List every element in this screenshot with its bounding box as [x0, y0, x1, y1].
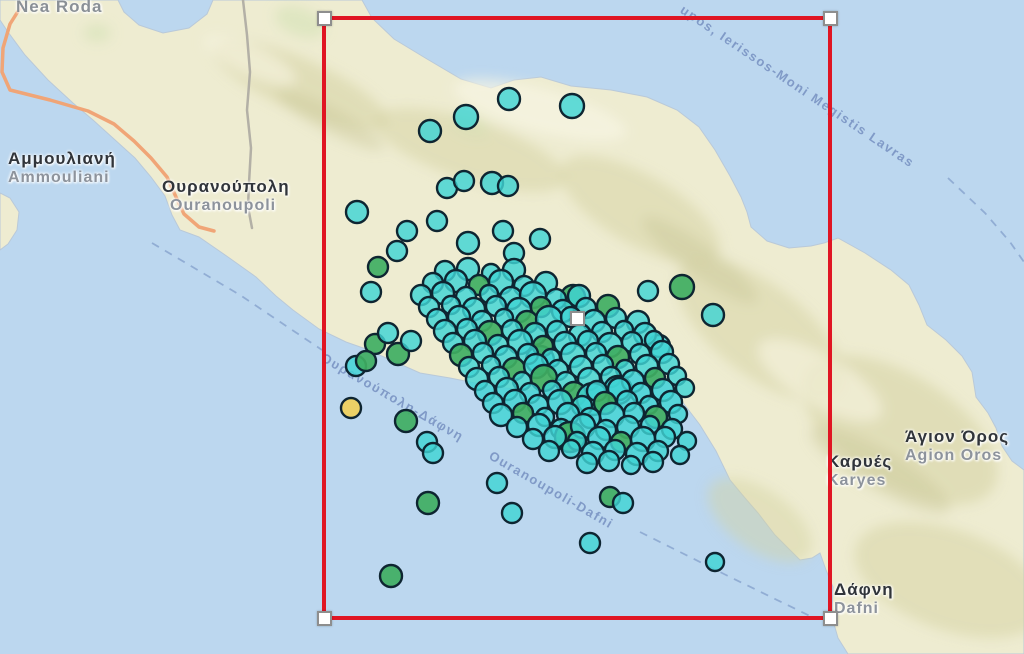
earthquake-marker[interactable] — [425, 209, 449, 233]
earthquake-marker[interactable] — [378, 563, 404, 589]
selection-handle-se[interactable] — [822, 610, 838, 626]
inland-road — [241, 0, 254, 230]
earthquake-marker[interactable] — [578, 531, 602, 555]
earthquake-marker[interactable] — [560, 438, 582, 460]
place-name-latin: Karyes — [827, 471, 887, 489]
earthquake-marker[interactable] — [366, 255, 390, 279]
earthquake-marker[interactable] — [668, 273, 696, 301]
earthquake-marker[interactable] — [455, 230, 481, 256]
earthquake-marker[interactable] — [485, 471, 509, 495]
earthquake-marker[interactable] — [537, 439, 561, 463]
place-label-nea-roda: Nea Roda — [16, 0, 102, 16]
place-name: Nea Roda — [16, 0, 103, 16]
place-name-greek: Άγιον Όρος — [905, 427, 1010, 446]
earthquake-marker[interactable] — [620, 454, 642, 476]
earthquake-marker[interactable] — [611, 491, 635, 515]
selection-handle-ne[interactable] — [822, 10, 838, 26]
earthquake-marker[interactable] — [636, 279, 660, 303]
place-label-agion-oros: Άγιον Όρος Agion Oros — [905, 428, 1009, 465]
selection-rectangle[interactable] — [322, 16, 832, 620]
place-name-latin: Agion Oros — [905, 446, 1003, 464]
earthquake-marker[interactable] — [597, 449, 621, 473]
earthquake-marker[interactable] — [415, 490, 441, 516]
place-name-latin: Ammouliani — [8, 168, 110, 186]
earthquake-marker[interactable] — [491, 219, 515, 243]
earthquake-marker[interactable] — [558, 92, 586, 120]
earthquake-marker[interactable] — [452, 103, 480, 131]
earthquake-marker[interactable] — [359, 280, 383, 304]
selection-handle-sw[interactable] — [316, 610, 332, 626]
selection-handle-center[interactable] — [569, 310, 585, 326]
earthquake-marker[interactable] — [399, 329, 423, 353]
earthquake-marker[interactable] — [641, 450, 665, 474]
earthquake-marker[interactable] — [669, 444, 691, 466]
coastal-road — [0, 3, 216, 233]
place-name-latin: Dafni — [834, 599, 879, 617]
selection-handle-nw[interactable] — [316, 10, 332, 26]
earthquake-marker[interactable] — [674, 377, 696, 399]
place-name-latin: Ouranoupoli — [170, 196, 277, 214]
earthquake-marker[interactable] — [496, 174, 520, 198]
earthquake-marker[interactable] — [575, 451, 599, 475]
earthquake-marker[interactable] — [339, 396, 363, 420]
earthquake-marker[interactable] — [393, 408, 419, 434]
earthquake-marker[interactable] — [385, 239, 409, 263]
earthquake-marker[interactable] — [421, 441, 445, 465]
earthquake-marker[interactable] — [500, 501, 524, 525]
earthquake-marker[interactable] — [528, 227, 552, 251]
earthquake-marker[interactable] — [417, 118, 443, 144]
place-name-greek: Αμμουλιανή — [8, 149, 116, 168]
earthquake-marker[interactable] — [496, 86, 522, 112]
place-name-greek: Καρυές — [827, 452, 893, 471]
earthquake-marker[interactable] — [395, 219, 419, 243]
earthquake-marker[interactable] — [452, 169, 476, 193]
place-label-karyes: Καρυές Karyes — [827, 453, 892, 490]
earthquake-marker[interactable] — [704, 551, 726, 573]
landmass-ammouliani-island — [0, 192, 20, 251]
earthquake-marker[interactable] — [344, 199, 370, 225]
place-label-dafni: Δάφνη Dafni — [834, 581, 894, 618]
place-name-greek: Δάφνη — [834, 580, 894, 599]
earthquake-marker[interactable] — [376, 321, 400, 345]
place-label-ammouliani: Αμμουλιανή Ammouliani — [8, 150, 116, 187]
earthquake-marker[interactable] — [354, 349, 378, 373]
earthquake-marker[interactable] — [700, 302, 726, 328]
place-name-greek: Ουρανούπολη — [162, 177, 290, 196]
ferry-route-sw-dashes — [151, 242, 813, 618]
place-label-ouranoupoli: Ουρανούπολη Ouranoupoli — [162, 178, 290, 215]
